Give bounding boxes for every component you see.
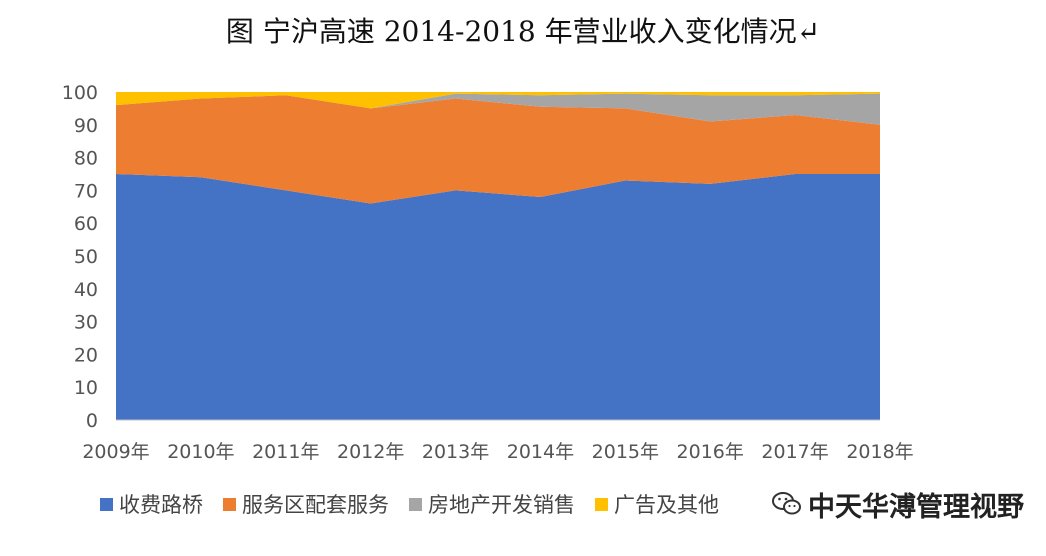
legend-swatch bbox=[223, 497, 236, 511]
legend-item: 服务区配套服务 bbox=[223, 489, 389, 519]
area-series-4 bbox=[116, 92, 880, 109]
x-tick-label: 2013年 bbox=[422, 441, 489, 463]
y-tick-label: 0 bbox=[86, 410, 98, 432]
watermark-text: 中天华溥管理视野 bbox=[808, 491, 1024, 523]
x-tick-label: 2011年 bbox=[252, 441, 319, 463]
x-tick-label: 2018年 bbox=[846, 441, 913, 463]
watermark: 中天华溥管理视野 bbox=[768, 486, 1028, 523]
x-tick-label: 2014年 bbox=[507, 441, 574, 463]
legend-swatch bbox=[595, 497, 608, 511]
area-series-2 bbox=[116, 95, 880, 204]
chart-legend: 收费路桥 服务区配套服务 房地产开发销售 广告及其他 bbox=[100, 488, 1000, 520]
y-axis: 0 10 20 30 40 50 60 70 80 90 100 bbox=[62, 82, 98, 432]
y-tick-label: 20 bbox=[74, 344, 98, 366]
legend-label: 广告及其他 bbox=[614, 493, 719, 517]
y-tick-label: 30 bbox=[74, 312, 98, 334]
legend-label: 房地产开发销售 bbox=[428, 493, 575, 517]
x-tick-label: 2017年 bbox=[761, 441, 828, 463]
legend-item: 收费路桥 bbox=[100, 489, 203, 519]
x-tick-label: 2010年 bbox=[167, 441, 234, 463]
y-tick-label: 90 bbox=[74, 115, 98, 137]
legend-label: 收费路桥 bbox=[119, 493, 203, 517]
y-tick-label: 100 bbox=[62, 82, 98, 104]
legend-item: 房地产开发销售 bbox=[409, 489, 575, 519]
y-tick-label: 80 bbox=[74, 148, 98, 170]
chart-title: 图 宁沪高速 2014-2018 年营业收入变化情况↵ bbox=[225, 15, 821, 48]
area-series-1 bbox=[116, 174, 880, 420]
legend-swatch bbox=[100, 497, 113, 511]
x-tick-label: 2009年 bbox=[82, 441, 149, 463]
area-series-3 bbox=[116, 93, 880, 125]
y-tick-label: 50 bbox=[74, 246, 98, 268]
x-tick-label: 2012年 bbox=[337, 441, 404, 463]
x-axis: 2009年 2010年 2011年 2012年 2013年 2014年 2015年 2016年… bbox=[82, 419, 914, 463]
x-tick-label: 2015年 bbox=[592, 441, 659, 463]
x-tick-label: 2016年 bbox=[677, 441, 744, 463]
chart-areas bbox=[116, 92, 880, 420]
y-tick-label: 60 bbox=[74, 213, 98, 235]
legend-label: 服务区配套服务 bbox=[242, 493, 389, 517]
legend-item: 广告及其他 bbox=[595, 489, 719, 519]
wechat-icon bbox=[772, 492, 801, 515]
legend-swatch bbox=[409, 497, 422, 511]
y-tick-label: 70 bbox=[74, 180, 98, 202]
y-tick-label: 10 bbox=[74, 377, 98, 399]
y-tick-label: 40 bbox=[74, 279, 98, 301]
